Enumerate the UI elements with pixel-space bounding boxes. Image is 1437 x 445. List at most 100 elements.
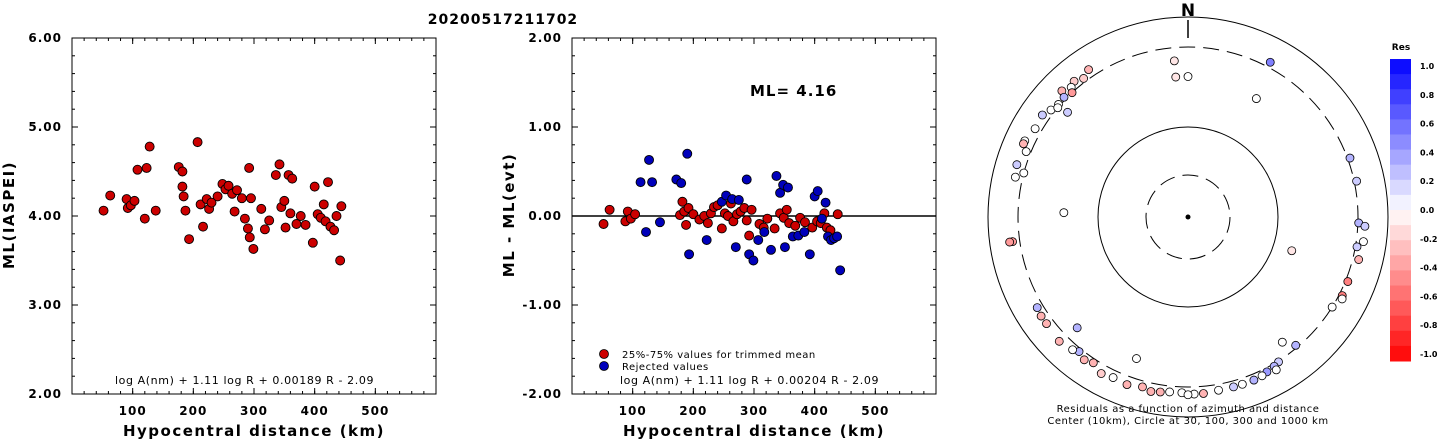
residual-point [1053,103,1063,113]
residual-point [1012,160,1022,170]
data-point [335,255,346,266]
y-tick-label: -2.00 [522,387,562,401]
residual-point [1155,387,1165,397]
data-point [178,191,189,202]
data-point [804,249,815,260]
colorbar-swatch [1390,330,1411,347]
panel-ml-residual: 100 200 300 400 500 -2.00 -1.00 0.00 1.00 2.00 ML… [500,31,937,440]
colorbar-swatch [1390,89,1411,105]
colorbar-tick-label: -0.2 [1420,235,1437,244]
distance-rings [987,16,1389,418]
y-tick-label: 2.00 [528,31,562,45]
plot-frame-1 [71,37,437,395]
points-ml-iaspei [98,137,347,266]
data-point [598,219,609,229]
residual-point [1199,389,1208,398]
data-point [677,196,688,207]
data-point [733,195,744,205]
data-point [198,221,208,232]
north-label: N [1181,1,1195,21]
data-point [641,227,651,237]
residual-point [1059,92,1069,102]
colorbar-swatch [1390,179,1411,196]
data-point [630,209,641,220]
residual-point [1072,323,1082,333]
data-point [762,213,773,224]
colorbar-swatch [1390,315,1411,332]
residual-point [1360,221,1370,231]
data-point [246,193,256,204]
x-tick-label: 300 [740,404,768,418]
residual-point [1068,345,1078,355]
data-point [684,249,695,260]
data-point [244,232,255,243]
colorbar-tick-label: 0.8 [1420,91,1435,100]
x-tick-label: 200 [679,404,707,418]
residual-point [1138,382,1147,392]
colorbar-swatch [1390,134,1411,151]
residual-point [1337,294,1347,304]
data-point [280,222,291,233]
residual-point [1352,242,1362,252]
data-point [329,225,340,236]
residual-point [1042,319,1051,329]
colorbar-tick-label: 0.6 [1420,120,1435,129]
colorbar-tick-label: 0.2 [1420,177,1434,186]
data-point [635,177,646,188]
points-polar [1005,56,1370,400]
data-point [744,230,755,241]
residual-point [1079,74,1088,83]
data-point [766,244,776,255]
residual-point [1132,354,1141,363]
data-point [790,220,801,231]
data-point [212,191,223,202]
residual-point [1088,358,1098,368]
colorbar-swatch [1390,300,1411,317]
data-point [287,173,298,184]
colorbar: Res 1.0 0.8 0.6 0.4 0.2 0.0 -0.2 -0.4 -0.6 -0.8 -1… [1390,43,1437,362]
y-tick-label: 0.00 [528,209,562,223]
y-tick-label: 4.00 [28,209,62,223]
y-tick-label: -1.00 [522,298,562,312]
data-point [816,213,827,224]
data-point [336,201,347,212]
residual-point [1067,88,1077,98]
formula-2: log A(nm) + 1.11 log R + 0.00204 R - 2.0… [620,374,879,387]
colorbar-tick-label: 0.0 [1420,206,1435,215]
colorbar-scale: 1.0 0.8 0.6 0.4 0.2 0.0 -0.2 -0.4 -0.6 -0.8 -1.0 [1390,59,1437,362]
colorbar-swatch [1390,240,1411,256]
residual-point [1096,369,1106,378]
data-point [229,206,240,217]
legend: 25%-75% values for trimmed mean Rejected… [599,349,815,373]
polar-caption-1: Residuals as a function of azimuth and d… [1057,404,1320,415]
residual-point [1287,246,1297,256]
colorbar-swatch [1390,225,1411,241]
data-point [223,180,234,191]
data-point [232,185,242,196]
data-point [244,162,255,173]
points-ml-residual [598,148,846,276]
x-tick-label: 100 [119,404,147,418]
residual-point [1169,56,1179,66]
residual-point [1019,139,1028,149]
figure-title: 20200517211702 [428,12,578,28]
colorbar-tick-label: -0.4 [1420,264,1437,273]
distance-ring [1145,174,1231,260]
data-point [98,205,109,216]
x-tick-label: 400 [801,404,829,418]
data-point [279,195,290,206]
data-point [812,186,823,197]
axis-ticks-1: 100 200 300 400 500 2.00 3.00 4.00 5.00 6.00 [28,31,436,418]
data-point [184,234,195,245]
residual-point [1108,373,1118,382]
x-axis-label-2: Hypocentral distance (km) [623,422,885,440]
residual-point [1005,237,1015,247]
residual-point [1277,337,1287,347]
residual-point [1354,255,1364,264]
residual-point [1122,380,1132,390]
residual-point [1010,172,1020,182]
residual-point [1352,176,1362,186]
colorbar-swatch [1390,194,1411,211]
colorbar-swatch [1390,164,1411,181]
